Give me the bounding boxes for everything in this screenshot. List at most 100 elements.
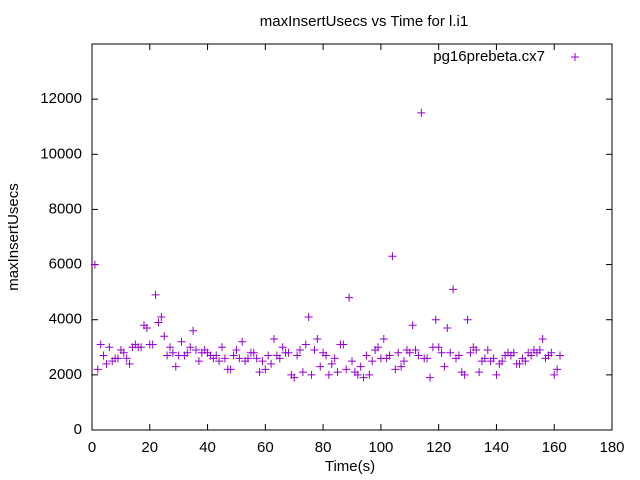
point xyxy=(151,290,160,299)
point xyxy=(411,346,420,355)
point xyxy=(194,357,203,366)
point xyxy=(408,321,417,330)
point xyxy=(356,362,365,371)
x-tick-label: 180 xyxy=(599,439,624,456)
point xyxy=(290,373,299,382)
point xyxy=(293,351,302,360)
x-tick-label: 0 xyxy=(88,439,96,456)
point xyxy=(252,354,261,363)
point xyxy=(114,354,122,363)
point xyxy=(307,370,316,379)
point xyxy=(472,346,481,355)
point xyxy=(397,362,406,371)
point xyxy=(322,351,330,360)
point xyxy=(550,370,559,379)
point xyxy=(142,323,151,332)
point xyxy=(443,323,452,332)
point xyxy=(509,348,518,357)
x-tick-label: 140 xyxy=(484,439,509,456)
point xyxy=(483,346,492,355)
point xyxy=(122,354,131,363)
point xyxy=(310,346,319,355)
point xyxy=(394,348,403,357)
point xyxy=(267,359,276,368)
point xyxy=(368,357,377,366)
x-tick-label: 80 xyxy=(315,439,332,456)
point xyxy=(434,343,443,352)
point xyxy=(437,348,446,357)
point xyxy=(157,312,166,321)
point xyxy=(220,354,229,363)
point xyxy=(215,357,224,366)
point xyxy=(327,359,336,368)
point xyxy=(90,260,99,269)
legend-marker xyxy=(571,53,579,61)
point xyxy=(385,351,394,360)
point xyxy=(96,340,105,349)
y-tick-label: 2000 xyxy=(49,366,82,383)
point xyxy=(298,368,307,377)
point xyxy=(255,368,264,377)
point xyxy=(313,335,322,344)
point xyxy=(244,354,252,363)
point xyxy=(348,357,356,366)
point xyxy=(547,348,556,357)
point xyxy=(449,285,458,294)
point xyxy=(278,343,287,352)
plot-frame xyxy=(91,43,613,431)
point xyxy=(296,346,304,355)
point xyxy=(454,351,463,360)
x-axis-label: Time(s) xyxy=(325,458,375,475)
point xyxy=(261,365,270,374)
point xyxy=(426,373,434,382)
point xyxy=(400,357,408,366)
point xyxy=(362,351,371,360)
point xyxy=(229,351,238,360)
point xyxy=(345,293,354,302)
point xyxy=(492,370,501,379)
x-tick-label: 40 xyxy=(199,439,216,456)
point xyxy=(330,354,339,363)
point xyxy=(235,354,244,363)
x-tick-label: 120 xyxy=(426,439,451,456)
point xyxy=(304,312,313,321)
y-tick-label: 6000 xyxy=(49,256,82,273)
point xyxy=(391,365,400,374)
point xyxy=(301,340,310,349)
point xyxy=(218,343,226,352)
point xyxy=(527,351,536,360)
point xyxy=(186,343,195,352)
y-tick-label: 12000 xyxy=(40,90,82,107)
point xyxy=(99,351,108,360)
point xyxy=(379,335,388,344)
point xyxy=(498,357,507,366)
chart-title: maxInsertUsecs vs Time for l.i1 xyxy=(260,13,468,30)
point xyxy=(405,348,414,357)
point xyxy=(333,368,342,377)
point xyxy=(232,346,241,355)
y-tick-label: 10000 xyxy=(40,145,82,162)
point xyxy=(105,343,114,352)
point xyxy=(374,343,382,352)
point xyxy=(154,318,163,327)
point xyxy=(160,332,169,341)
point xyxy=(440,362,449,371)
point xyxy=(423,354,432,363)
point xyxy=(270,335,278,344)
point xyxy=(171,362,180,371)
point xyxy=(480,354,489,363)
point xyxy=(93,365,102,374)
point xyxy=(515,359,524,368)
point xyxy=(163,351,172,360)
point xyxy=(166,343,174,352)
point xyxy=(342,365,351,374)
point xyxy=(226,365,235,374)
point xyxy=(316,362,325,371)
point xyxy=(137,343,146,352)
point xyxy=(238,337,247,346)
point xyxy=(365,370,374,379)
y-tick-label: 4000 xyxy=(49,311,82,328)
point xyxy=(553,365,562,374)
